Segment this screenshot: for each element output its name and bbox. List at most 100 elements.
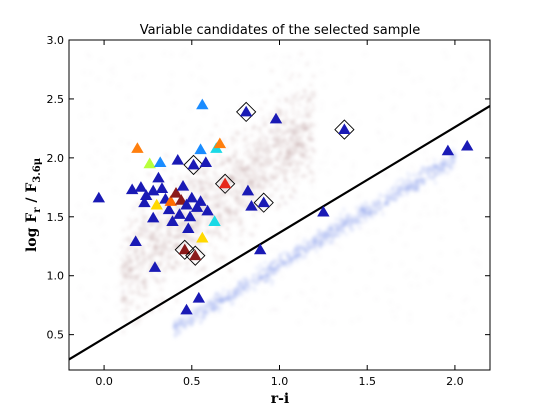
density-dot <box>170 176 174 181</box>
density-dot <box>232 119 236 123</box>
density-dot <box>271 307 275 311</box>
density-dot <box>317 254 321 258</box>
density-dot <box>157 233 162 238</box>
density-dot <box>211 159 217 164</box>
density-dot <box>375 163 380 167</box>
density-dot <box>350 113 355 117</box>
density-dot <box>430 168 435 173</box>
density-dot <box>432 172 437 177</box>
density-dot <box>233 277 237 281</box>
density-dot <box>135 320 140 325</box>
density-dot <box>159 296 165 301</box>
density-dot <box>184 266 188 270</box>
y-axis-label-sub-36: 3.6 <box>32 165 43 182</box>
density-dot <box>144 229 148 233</box>
density-dot <box>87 54 91 59</box>
density-dot <box>227 297 232 302</box>
density-dot <box>337 217 342 222</box>
density-dot <box>444 55 449 59</box>
density-dot <box>219 299 224 304</box>
y-axis-label: log Fr / F3.6μ <box>24 158 43 252</box>
density-dot <box>105 318 110 322</box>
density-dot <box>269 172 274 177</box>
density-dot <box>169 82 173 87</box>
density-dot <box>158 209 163 215</box>
density-dot <box>183 318 188 323</box>
density-dot <box>213 246 218 251</box>
density-dot <box>405 171 410 176</box>
density-dot <box>226 208 231 213</box>
density-dot <box>184 315 189 319</box>
density-dot <box>224 145 229 150</box>
density-dot <box>237 222 242 227</box>
density-dot <box>244 289 249 294</box>
density-dot <box>247 172 252 178</box>
density-dot <box>290 92 294 96</box>
density-dot <box>355 205 360 210</box>
density-dot <box>163 52 167 56</box>
density-dot <box>278 237 282 241</box>
density-dot <box>391 107 395 111</box>
density-dot <box>207 217 211 221</box>
density-dot <box>133 219 139 224</box>
density-dot <box>197 64 201 68</box>
density-dot <box>441 105 445 109</box>
density-dot <box>255 216 259 221</box>
density-dot <box>475 280 479 284</box>
density-dot <box>318 167 322 171</box>
density-dot <box>268 309 272 313</box>
density-dot <box>390 288 394 292</box>
density-dot <box>220 171 224 175</box>
density-dot <box>193 220 199 225</box>
density-dot <box>279 187 283 192</box>
density-dot <box>283 129 288 134</box>
y-tick-label: 1.0 <box>47 270 65 283</box>
density-dot <box>280 275 284 279</box>
density-dot <box>139 272 144 277</box>
density-dot <box>180 280 184 284</box>
density-dot <box>333 162 337 166</box>
density-dot <box>326 191 330 195</box>
density-dot <box>88 156 92 160</box>
density-dot <box>298 245 303 250</box>
density-dot <box>277 135 282 140</box>
density-dot <box>212 187 217 192</box>
candidate-point <box>182 222 195 234</box>
density-dot <box>398 167 402 171</box>
density-dot <box>253 223 258 228</box>
density-dot <box>214 164 219 169</box>
density-dot <box>217 233 222 239</box>
density-dot <box>154 245 159 250</box>
density-dot <box>239 241 244 246</box>
density-dot <box>393 182 398 187</box>
density-dot <box>307 247 312 252</box>
density-dot <box>209 182 214 188</box>
density-dot <box>90 241 94 245</box>
density-dot <box>466 54 470 58</box>
candidate-point <box>183 210 197 222</box>
density-dot <box>143 301 149 307</box>
density-dot <box>119 298 125 304</box>
density-dot <box>128 179 132 184</box>
density-dot <box>287 55 291 59</box>
density-dot <box>276 202 281 207</box>
density-dot <box>215 259 221 264</box>
density-dot <box>213 204 218 209</box>
density-dot <box>81 313 85 318</box>
density-dot <box>203 80 207 84</box>
density-dot <box>279 139 284 144</box>
density-dot <box>273 170 279 176</box>
density-dot <box>159 287 164 292</box>
density-dot <box>457 105 461 109</box>
density-dot <box>273 271 278 276</box>
y-axis: 0.5 1.0 1.5 2.0 2.5 3.0 <box>47 34 490 342</box>
density-dot <box>281 156 287 162</box>
density-dot <box>449 314 453 318</box>
density-dot <box>212 177 217 183</box>
density-dot <box>241 137 246 142</box>
density-dot <box>405 178 410 183</box>
density-dot <box>251 234 255 238</box>
density-dot <box>149 275 155 280</box>
density-dot <box>106 176 110 180</box>
candidate-point <box>317 205 330 217</box>
